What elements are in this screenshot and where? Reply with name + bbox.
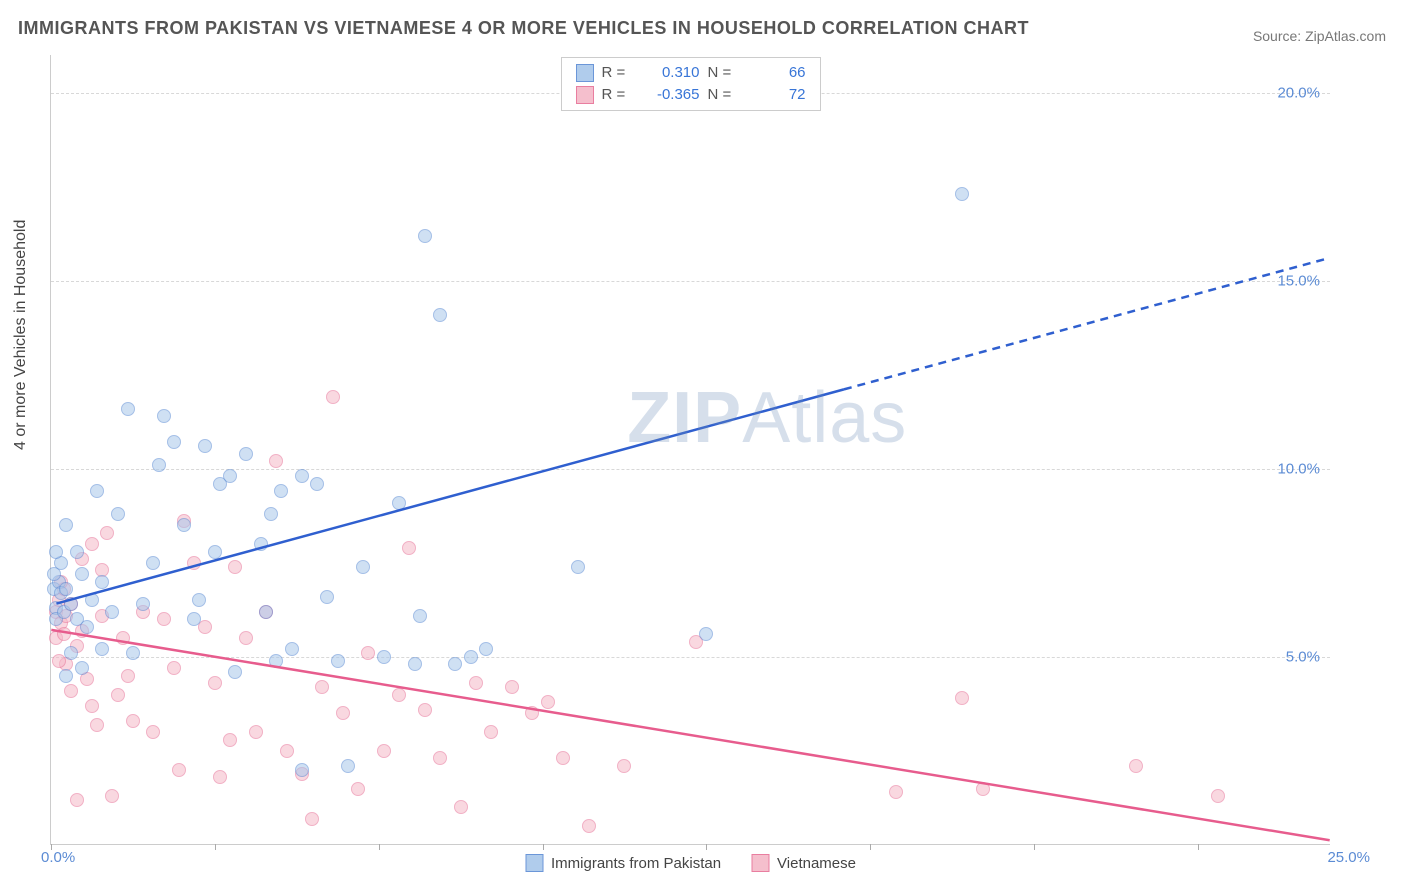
x-tick	[870, 844, 871, 850]
n-label-pk: N =	[708, 62, 738, 84]
legend-item-vietnamese: Vietnamese	[751, 854, 856, 872]
r-label-pk: R =	[602, 62, 632, 84]
swatch-vietnamese	[576, 86, 594, 104]
trend-lines-svg	[51, 55, 1330, 844]
x-axis-zero-label: 0.0%	[41, 849, 75, 866]
source-label: Source:	[1253, 28, 1301, 44]
x-tick	[379, 844, 380, 850]
x-tick	[1034, 844, 1035, 850]
correlation-legend: R = 0.310 N = 66 R = -0.365 N = 72	[561, 57, 821, 111]
legend-item-pakistan: Immigrants from Pakistan	[525, 854, 721, 872]
legend-label-pakistan: Immigrants from Pakistan	[551, 855, 721, 872]
n-value-pk: 66	[746, 62, 806, 84]
x-tick	[1198, 844, 1199, 850]
trendline-solid	[56, 389, 843, 603]
x-axis-max-label: 25.0%	[1327, 849, 1370, 866]
x-tick	[543, 844, 544, 850]
series-legend: Immigrants from Pakistan Vietnamese	[525, 854, 856, 872]
x-tick	[706, 844, 707, 850]
legend-row-vietnamese: R = -0.365 N = 72	[576, 84, 806, 106]
source-value: ZipAtlas.com	[1305, 28, 1386, 44]
trendline-dashed	[844, 258, 1330, 390]
swatch-pakistan	[576, 64, 594, 82]
x-tick	[215, 844, 216, 850]
legend-row-pakistan: R = 0.310 N = 66	[576, 62, 806, 84]
r-value-vn: -0.365	[640, 84, 700, 106]
legend-label-vietnamese: Vietnamese	[777, 855, 856, 872]
y-axis-label: 4 or more Vehicles in Household	[12, 220, 30, 450]
r-label-vn: R =	[602, 84, 632, 106]
x-tick	[51, 844, 52, 850]
source-attribution: Source: ZipAtlas.com	[1253, 28, 1386, 44]
swatch-vietnamese-bottom	[751, 854, 769, 872]
swatch-pakistan-bottom	[525, 854, 543, 872]
plot-area: R = 0.310 N = 66 R = -0.365 N = 72 ZIPAt…	[50, 55, 1330, 845]
n-label-vn: N =	[708, 84, 738, 106]
r-value-pk: 0.310	[640, 62, 700, 84]
n-value-vn: 72	[746, 84, 806, 106]
trendline-solid	[51, 630, 1329, 840]
chart-title: IMMIGRANTS FROM PAKISTAN VS VIETNAMESE 4…	[18, 18, 1029, 39]
